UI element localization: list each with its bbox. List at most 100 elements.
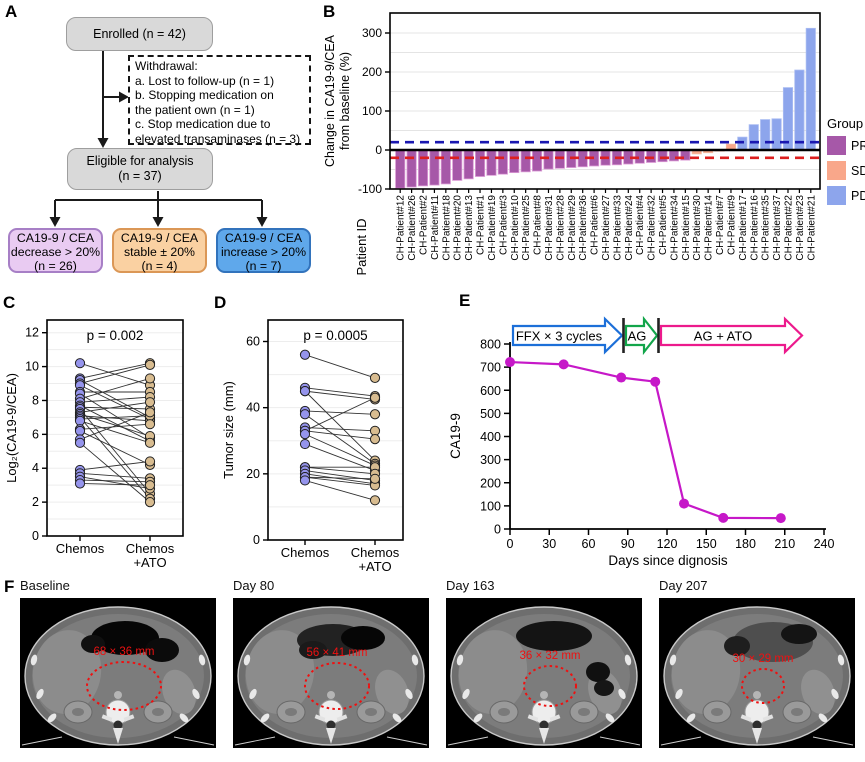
panel-label-d: D [214, 293, 227, 312]
dot-left [299, 349, 311, 360]
svg-text:240: 240 [814, 537, 835, 551]
bar [748, 124, 759, 151]
rib [198, 654, 206, 666]
svg-text:CH-Patient#2: CH-Patient#2 [419, 195, 430, 255]
svg-text:180: 180 [735, 537, 756, 551]
data-point [679, 498, 690, 509]
dot-right [144, 497, 156, 508]
dot-right [144, 359, 156, 370]
y-axis: 0 100 200 300 400 500 600 700 800 [480, 338, 510, 537]
dot-right [369, 409, 381, 420]
svg-text:8: 8 [32, 393, 39, 407]
outcome-line: decrease > 20% [10, 245, 101, 259]
svg-text:0: 0 [375, 143, 382, 157]
svg-text:Group: Group [827, 116, 863, 131]
svg-text:+ATO: +ATO [358, 559, 391, 574]
liver-region [32, 630, 102, 714]
treatment-arrows: FFX × 3 cycles AG AG + ATO [511, 315, 804, 356]
tumor-measurement: 30 × 29 mm [732, 653, 793, 665]
ct-scan-label: Day 163 [446, 578, 495, 593]
dot-left [299, 429, 311, 440]
svg-text:CH-Patient#24: CH-Patient#24 [624, 195, 635, 261]
svg-text:400: 400 [480, 430, 501, 444]
dot-right [369, 392, 381, 403]
dot-right [369, 372, 381, 383]
legend-swatch-pd [827, 186, 846, 205]
svg-text:CH-Patient#18: CH-Patient#18 [441, 195, 452, 261]
legend-swatch-sd [827, 161, 846, 180]
svg-text:Chemos: Chemos [281, 545, 330, 560]
svg-text:CH-Patient#7: CH-Patient#7 [715, 195, 726, 255]
svg-text:CH-Patient#1: CH-Patient#1 [476, 195, 487, 255]
svg-text:0: 0 [507, 537, 514, 551]
bar [417, 149, 429, 187]
bowel-gas [81, 635, 105, 653]
eligible-line: (n = 37) [118, 169, 162, 183]
dot-left [74, 478, 86, 489]
treatment-arrow [511, 316, 624, 355]
rib [669, 654, 677, 666]
dot-left [74, 358, 86, 369]
svg-text:200: 200 [362, 65, 382, 79]
data-point [718, 512, 729, 523]
tumor-measurement: 56 × 41 mm [306, 647, 367, 659]
svg-text:+ATO: +ATO [133, 555, 166, 570]
svg-text:20: 20 [246, 467, 260, 481]
data-point [775, 513, 786, 524]
rib [818, 713, 828, 723]
dot-right [369, 495, 381, 506]
withdrawal-line: Withdrawal: [135, 59, 198, 73]
bar [543, 149, 554, 170]
svg-text:CH-Patient#3: CH-Patient#3 [498, 195, 509, 255]
svg-text:12: 12 [25, 326, 39, 340]
bar [782, 87, 794, 151]
bar [805, 27, 816, 151]
svg-text:CH-Patient#31: CH-Patient#31 [544, 195, 555, 261]
dot-left [299, 475, 311, 486]
y-axis: 0 2 4 6 8 10 12 [25, 326, 47, 543]
dot-right [369, 433, 381, 445]
liver-region [245, 630, 315, 714]
dot-left [74, 437, 86, 448]
data-points [299, 349, 381, 506]
y-axis: -100 0 100 200 300 [358, 26, 390, 196]
dot-right [369, 473, 381, 484]
svg-text:300: 300 [480, 453, 501, 467]
panel-label-b: B [323, 2, 336, 21]
svg-text:CH-Patient#36: CH-Patient#36 [578, 195, 589, 261]
svg-text:Days since dignosis: Days since dignosis [608, 553, 728, 568]
x-axis: Chemos Chemos+ATO [281, 540, 400, 574]
panel-label-e: E [459, 291, 471, 310]
outcome-line: (n = 7) [245, 259, 282, 273]
svg-text:p = 0.002: p = 0.002 [87, 328, 144, 343]
ct-scan-label: Day 207 [659, 578, 708, 593]
gridlines [268, 341, 403, 508]
bar [657, 149, 668, 163]
svg-text:CH-Patient#34: CH-Patient#34 [669, 195, 680, 261]
tumor-outline [741, 668, 785, 704]
bar [668, 149, 679, 162]
dot-left [74, 425, 86, 437]
x-axis: CH-Patient#12 CH-Patient#26 CH-Patient#2 CH… [396, 189, 817, 261]
svg-text:CH-Patient#22: CH-Patient#22 [783, 195, 794, 261]
rib [179, 713, 189, 723]
svg-text:Tumor size (mm): Tumor size (mm) [221, 381, 236, 479]
bar [771, 118, 782, 151]
dot-right [144, 397, 156, 408]
rib [605, 713, 615, 723]
svg-text:CH-Patient#6: CH-Patient#6 [590, 195, 601, 255]
panel-d-paired-plot: 0 20 40 60 Tumor size (mm) p = 0.0005 Chemos Ch… [221, 319, 404, 574]
svg-text:100: 100 [362, 104, 382, 118]
pair-lines [79, 362, 151, 503]
ct-scan-label: Day 80 [233, 578, 275, 593]
bar [463, 149, 474, 180]
tumor-outline [523, 665, 577, 707]
data-point [558, 359, 569, 370]
withdrawal-line: a. Lost to follow-up (n = 1) [135, 73, 275, 88]
data-point [616, 372, 627, 383]
svg-text:CH-Patient#21: CH-Patient#21 [806, 195, 817, 261]
bar [760, 119, 771, 151]
svg-text:PR: PR [851, 139, 865, 153]
rib [30, 654, 38, 666]
ct-scan-label: Baseline [20, 578, 70, 593]
